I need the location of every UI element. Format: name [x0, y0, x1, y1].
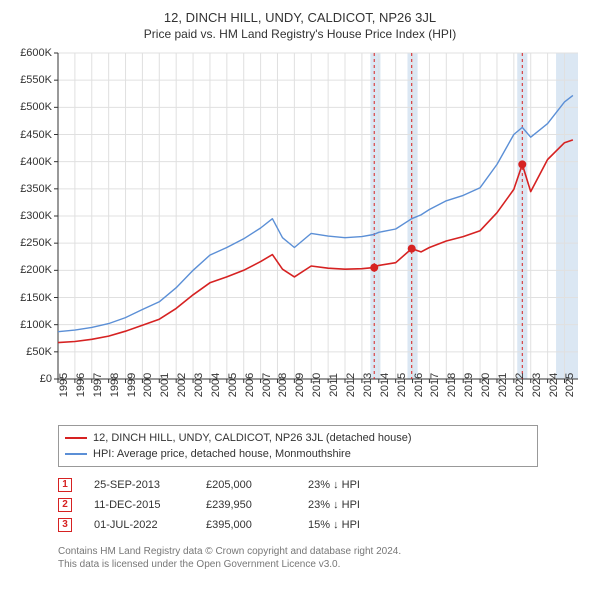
x-tick-label: 2010 — [311, 373, 323, 397]
legend-item: HPI: Average price, detached house, Monm… — [65, 446, 531, 462]
x-tick-label: 2005 — [227, 373, 239, 397]
x-tick-label: 2019 — [463, 373, 475, 397]
sale-date: 11-DEC-2015 — [94, 495, 184, 515]
y-tick-label: £400K — [20, 156, 52, 168]
chart-area: 123 £0 £50K £100K £150K £200K £250K £300K £350K… — [8, 49, 592, 419]
x-tick-label: 2006 — [244, 373, 256, 397]
x-tick-label: 2003 — [193, 373, 205, 397]
y-tick-label: £250K — [20, 237, 52, 249]
x-tick-label: 2025 — [564, 373, 576, 397]
y-tick-label: £600K — [20, 47, 52, 59]
legend-label: 12, DINCH HILL, UNDY, CALDICOT, NP26 3JL… — [93, 430, 412, 446]
x-tick-label: 1999 — [126, 373, 138, 397]
legend-swatch — [65, 437, 87, 439]
x-tick-label: 2012 — [345, 373, 357, 397]
x-tick-label: 2017 — [429, 373, 441, 397]
sale-table: 1 25-SEP-2013 £205,000 23% ↓ HPI 2 11-DEC-201… — [58, 475, 592, 535]
sale-price: £239,950 — [206, 495, 286, 515]
x-tick-label: 2001 — [159, 373, 171, 397]
x-tick-label: 2011 — [328, 373, 340, 397]
y-tick-label: £450K — [20, 129, 52, 141]
sale-price: £395,000 — [206, 515, 286, 535]
x-tick-label: 1998 — [109, 373, 121, 397]
x-tick-label: 2023 — [531, 373, 543, 397]
footer-attribution: Contains HM Land Registry data © Crown c… — [58, 545, 592, 571]
x-tick-label: 2016 — [413, 373, 425, 397]
legend-box: 12, DINCH HILL, UNDY, CALDICOT, NP26 3JL… — [58, 425, 538, 467]
sale-diff: 23% ↓ HPI — [308, 495, 428, 515]
sale-row: 3 01-JUL-2022 £395,000 15% ↓ HPI — [58, 515, 592, 535]
legend-swatch — [65, 453, 87, 455]
y-tick-label: £0 — [40, 373, 52, 385]
x-tick-label: 2008 — [277, 373, 289, 397]
chart-subtitle: Price paid vs. HM Land Registry's House … — [8, 27, 592, 41]
y-tick-label: £100K — [20, 319, 52, 331]
x-tick-label: 2013 — [362, 373, 374, 397]
y-tick-label: £350K — [20, 183, 52, 195]
sale-row: 2 11-DEC-2015 £239,950 23% ↓ HPI — [58, 495, 592, 515]
x-tick-label: 2007 — [261, 373, 273, 397]
sale-row: 1 25-SEP-2013 £205,000 23% ↓ HPI — [58, 475, 592, 495]
sale-date: 25-SEP-2013 — [94, 475, 184, 495]
chart-svg: 123 — [8, 49, 592, 419]
x-tick-label: 2015 — [396, 373, 408, 397]
sale-diff: 15% ↓ HPI — [308, 515, 428, 535]
y-tick-label: £200K — [20, 264, 52, 276]
legend-label: HPI: Average price, detached house, Monm… — [93, 446, 351, 462]
sale-price: £205,000 — [206, 475, 286, 495]
x-tick-label: 2002 — [176, 373, 188, 397]
x-tick-label: 2020 — [480, 373, 492, 397]
y-tick-label: £500K — [20, 101, 52, 113]
sale-marker-icon: 1 — [58, 478, 72, 492]
x-tick-label: 2024 — [548, 373, 560, 397]
x-tick-label: 2009 — [294, 373, 306, 397]
chart-title: 12, DINCH HILL, UNDY, CALDICOT, NP26 3JL — [8, 10, 592, 25]
footer-line-1: Contains HM Land Registry data © Crown c… — [58, 545, 592, 558]
y-tick-label: £300K — [20, 210, 52, 222]
sale-diff: 23% ↓ HPI — [308, 475, 428, 495]
x-tick-label: 1996 — [75, 373, 87, 397]
x-tick-label: 2014 — [379, 373, 391, 397]
x-tick-label: 1997 — [92, 373, 104, 397]
footer-line-2: This data is licensed under the Open Gov… — [58, 558, 592, 571]
x-tick-label: 2022 — [514, 373, 526, 397]
sale-date: 01-JUL-2022 — [94, 515, 184, 535]
y-tick-label: £550K — [20, 74, 52, 86]
legend-item: 12, DINCH HILL, UNDY, CALDICOT, NP26 3JL… — [65, 430, 531, 446]
x-tick-label: 2018 — [446, 373, 458, 397]
y-tick-label: £150K — [20, 292, 52, 304]
x-tick-label: 2004 — [210, 373, 222, 397]
x-tick-label: 1995 — [58, 373, 70, 397]
x-tick-label: 2021 — [497, 373, 509, 397]
sale-marker-icon: 2 — [58, 498, 72, 512]
sale-marker-icon: 3 — [58, 518, 72, 532]
x-tick-label: 2000 — [142, 373, 154, 397]
y-tick-label: £50K — [26, 346, 52, 358]
